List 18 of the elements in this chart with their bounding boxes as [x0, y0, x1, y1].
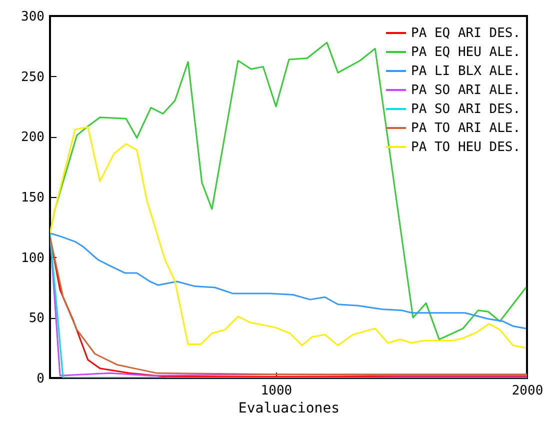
line-series: [50, 232, 527, 330]
legend-label: PA SO ARI DES.: [411, 102, 521, 117]
x-tick-label: 1000: [260, 384, 292, 398]
y-tick-label: 50: [28, 311, 44, 326]
y-tick-label: 250: [21, 70, 44, 85]
legend-label: PA TO ARI ALE.: [411, 121, 521, 136]
legend-label: PA EQ HEU ALE.: [411, 45, 521, 60]
y-tick-label: 150: [21, 190, 44, 206]
y-tick-label: 200: [21, 130, 44, 146]
x-axis-title: Evaluaciones: [238, 400, 340, 416]
y-tick-label: 0: [36, 372, 44, 386]
y-tick-label: 300: [21, 10, 44, 24]
x-tick-label: 2000: [512, 384, 544, 398]
legend-label: PA TO HEU DES.: [411, 140, 521, 155]
y-tick-label: 100: [21, 250, 44, 266]
legend-label: PA LI BLX ALE.: [411, 64, 521, 79]
legend-label: PA EQ ARI DES.: [411, 26, 521, 41]
legend-label: PA SO ARI ALE.: [411, 83, 521, 98]
